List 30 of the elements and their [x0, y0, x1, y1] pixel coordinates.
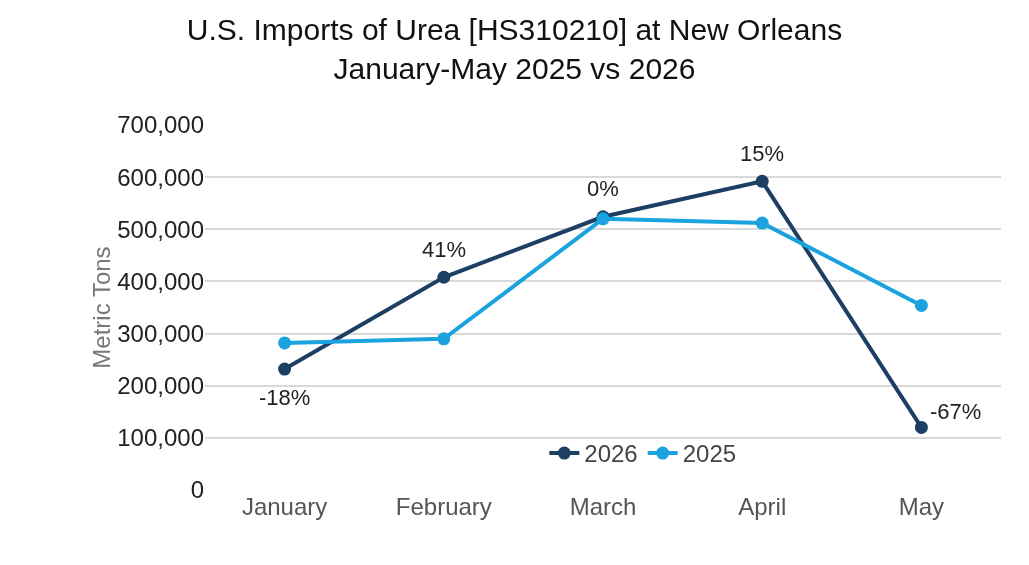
point	[278, 336, 292, 350]
x-tick-label: April	[738, 493, 787, 520]
x-tick-label: February	[395, 493, 492, 520]
point	[914, 298, 928, 312]
annotation: -67%	[930, 399, 982, 424]
y-tick-label: 500,000	[117, 215, 204, 243]
point	[755, 174, 769, 188]
legend-label: 2026	[584, 440, 638, 468]
chart-title: U.S. Imports of Urea [HS310210] at New Orleans January-May 2025 vs 2026	[186, 12, 843, 85]
point	[278, 362, 292, 376]
point	[437, 332, 451, 346]
y-tick-label: 100,000	[117, 424, 204, 452]
annotation: 0%	[587, 176, 619, 201]
y-tick-label: 200,000	[117, 372, 204, 400]
x-tick-label: May	[898, 493, 945, 520]
annotation: -18%	[259, 385, 311, 410]
legend-label: 2025	[682, 440, 737, 468]
y-axis-title: Metric Tons	[88, 246, 116, 369]
point	[914, 420, 928, 434]
x-tick-label: March	[569, 493, 637, 520]
y-tick-label: 700,000	[117, 111, 204, 139]
y-tick-label: 400,000	[117, 267, 204, 295]
annotation: 15%	[740, 141, 785, 166]
point	[437, 270, 451, 284]
annotation: 41%	[422, 237, 467, 262]
y-tick-label: 600,000	[117, 163, 204, 191]
y-tick-label: 300,000	[117, 319, 204, 347]
y-tick-label: 0	[190, 476, 204, 504]
x-tick-label: January	[241, 493, 328, 520]
point	[755, 216, 769, 230]
